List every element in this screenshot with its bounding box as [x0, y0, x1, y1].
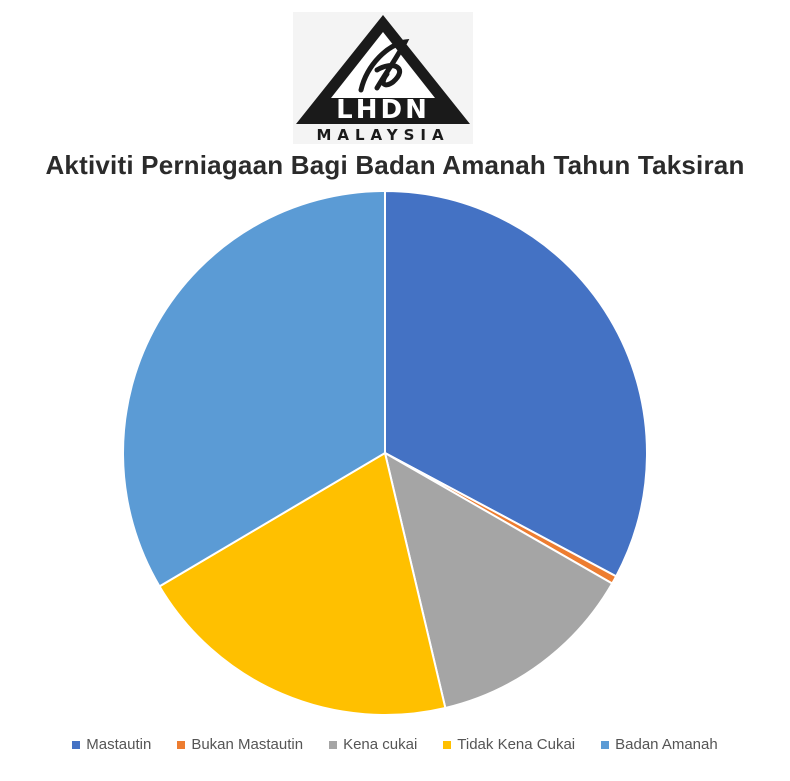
lhdn-logo: LHDN MALAYSIA [293, 12, 473, 144]
legend-label: Bukan Mastautin [191, 736, 304, 753]
legend-swatch [443, 740, 452, 749]
logo-text: LHDN [336, 95, 430, 125]
logo-mark [358, 38, 410, 93]
logo-subtext: MALAYSIA [316, 126, 449, 144]
legend-item-badan-amanah: Badan Amanah [601, 736, 718, 753]
legend-item-tidak-kena-cukai: Tidak Kena Cukai [443, 736, 575, 753]
pie-slice-mastautin [384, 189, 648, 578]
legend-swatch [329, 740, 338, 749]
legend-label: Mastautin [86, 736, 152, 753]
legend-item-kena-cukai: Kena cukai [329, 736, 417, 753]
legend-label: Badan Amanah [615, 736, 718, 753]
legend-swatch [72, 740, 81, 749]
legend-item-bukan-mastautin: Bukan Mastautin [177, 736, 303, 753]
legend-label: Kena cukai [343, 736, 418, 753]
pie-slice-badan-amanah [122, 189, 386, 588]
legend-swatch [177, 740, 186, 749]
pie-slice-kena-cukai [383, 450, 614, 710]
legend-swatch [601, 740, 610, 749]
legend-item-mastautin: Mastautin [72, 736, 151, 753]
pie-slice-tidak-kena-cukai [158, 451, 447, 716]
pie-slice-bukan-mastautin [384, 452, 618, 585]
chart-title: Aktiviti Perniagaan Bagi Badan Amanah Ta… [45, 150, 745, 180]
chart-legend: Mastautin Bukan Mastautin Kena cukai Tidak … [0, 736, 790, 753]
legend-label: Tidak Kena Cukai [457, 736, 576, 753]
